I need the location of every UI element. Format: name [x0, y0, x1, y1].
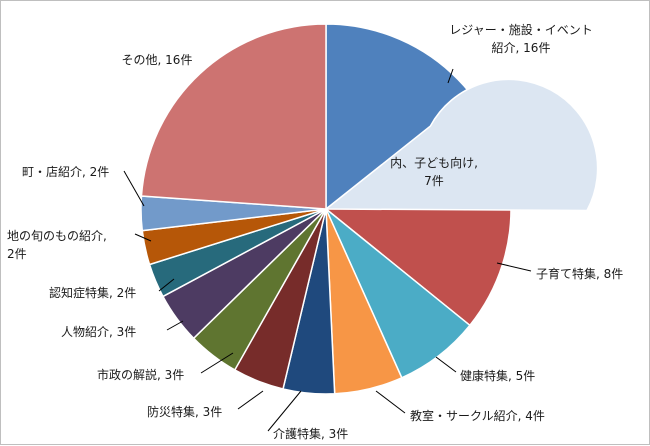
slice-label-12: その他, 16件 [122, 53, 193, 67]
leader-line-11 [123, 170, 145, 207]
slice-label-6: 防災特集, 3件 [147, 404, 222, 419]
leader-line-0 [447, 68, 454, 84]
slice-label-7: 市政の解説, 3件 [97, 367, 184, 382]
slice-label-line: 介護特集, 3件 [273, 426, 348, 441]
slice-label-line: 健康特集, 5件 [460, 368, 535, 383]
slice-label-1: 内、子ども向け, 7件 [390, 155, 478, 188]
leader-line-4 [375, 390, 406, 414]
leader-line-3 [435, 356, 457, 373]
slice-label-4: 教室・サークル紹介, 4件 [410, 408, 545, 423]
slice-label-0: レジャー・施設・イベント紹介, 16件 [449, 22, 592, 55]
slice-label-line: 認知症特集, 2件 [49, 285, 136, 300]
pie-inner-slice [323, 78, 599, 212]
slice-label-line: 2件 [7, 247, 27, 261]
slice-label-10: 地の旬のもの紹介, 2件 [7, 229, 107, 261]
leader-line-6 [237, 390, 264, 410]
slice-label-5: 介護特集, 3件 [273, 426, 348, 441]
slice-label-line: 人物紹介, 3件 [61, 325, 136, 339]
slice-label-line: 地の旬のもの紹介, [7, 229, 107, 243]
slice-label-line: 子育て特集, 8件 [536, 266, 623, 281]
slice-label-line: 7件 [424, 174, 444, 188]
slice-label-line: 内、子ども向け, [390, 155, 478, 170]
slice-label-11: 町・店紹介, 2件 [22, 165, 109, 179]
leader-line-10 [134, 233, 152, 242]
slice-label-line: 防災特集, 3件 [147, 404, 222, 419]
slice-label-line: その他, 16件 [122, 53, 193, 67]
slice-label-line: レジャー・施設・イベント [449, 22, 592, 37]
slice-label-3: 健康特集, 5件 [460, 368, 535, 383]
leader-line-8 [166, 320, 184, 331]
leader-line-7 [200, 352, 234, 374]
slice-label-line: 教室・サークル紹介, 4件 [410, 408, 545, 423]
slice-label-line: 市政の解説, 3件 [97, 367, 184, 382]
pie-slice-11 [140, 23, 327, 210]
leader-line-2 [496, 262, 532, 272]
slice-label-8: 人物紹介, 3件 [61, 325, 136, 339]
leader-line-9 [158, 278, 175, 292]
slice-label-2: 子育て特集, 8件 [536, 266, 623, 281]
slice-label-line: 町・店紹介, 2件 [22, 165, 109, 179]
slice-label-line: 紹介, 16件 [492, 41, 551, 55]
slice-label-9: 認知症特集, 2件 [49, 285, 136, 300]
leader-line-5 [267, 390, 302, 432]
